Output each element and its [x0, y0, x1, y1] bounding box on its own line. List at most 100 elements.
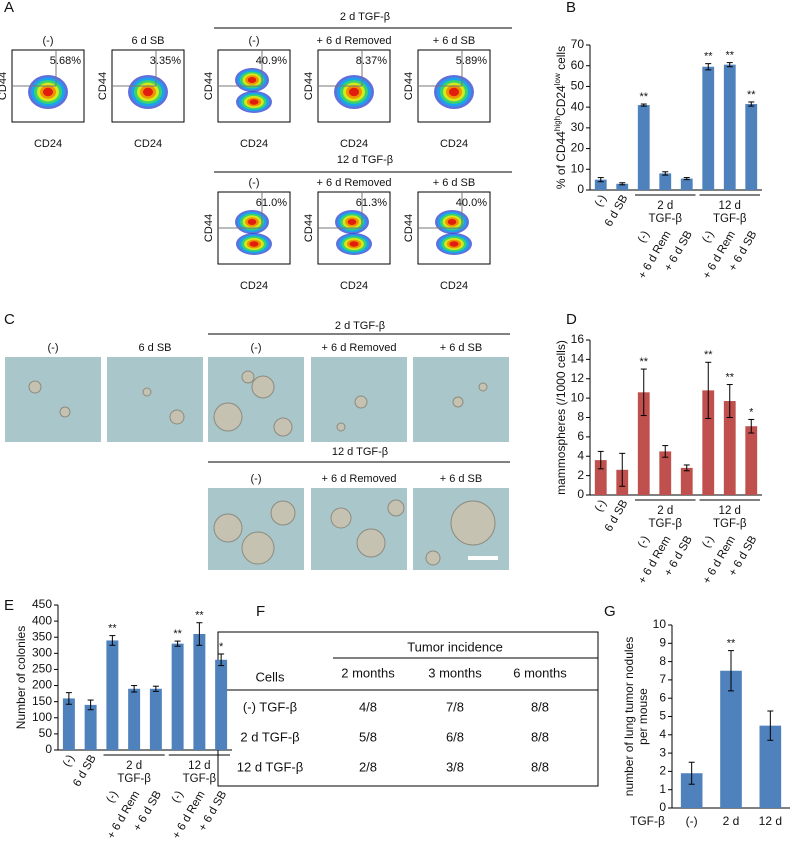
image-title: 6 d SB	[138, 342, 171, 354]
x-tick-label: (-)	[593, 193, 609, 209]
density	[449, 241, 459, 247]
micrograph	[5, 357, 101, 442]
y-tick-label: 50	[39, 726, 53, 740]
y-tick-label: 70	[571, 37, 585, 51]
group-label: TGF-β	[117, 773, 151, 785]
axis-label: CD44	[97, 72, 109, 100]
x-tick-label: 12 d	[759, 814, 782, 828]
density	[249, 241, 259, 247]
sphere	[251, 375, 275, 399]
axis-label: CD44	[203, 214, 215, 242]
sphere	[241, 531, 275, 565]
plot-title: + 6 d SB	[433, 177, 476, 189]
significance: **	[639, 91, 648, 103]
axis-label: CD24	[340, 280, 368, 292]
plot-title: (-)	[249, 35, 260, 47]
significance: **	[725, 371, 734, 383]
image-title: + 6 d SB	[440, 473, 483, 485]
y-tick-label: 20	[571, 141, 585, 155]
sphere	[213, 402, 243, 432]
gate-percent: 5.68%	[50, 55, 81, 67]
group-title: 12 d TGF-β	[332, 446, 388, 458]
table-cell: 12 d TGF-β	[237, 759, 303, 774]
axis-label: CD44	[303, 214, 315, 242]
table-cell: 6/8	[446, 729, 464, 744]
bar	[62, 698, 75, 750]
x-tick-label: (-)	[636, 229, 652, 245]
panel-letter: G	[604, 603, 616, 620]
micrograph	[107, 357, 203, 442]
y-tick-label: 2	[577, 468, 584, 482]
significance: *	[749, 406, 754, 418]
sphere	[478, 382, 488, 392]
table-cell: (-) TGF-β	[243, 699, 297, 714]
y-tick-label: 2	[659, 764, 666, 778]
significance: **	[639, 356, 648, 368]
bar	[594, 460, 607, 495]
y-tick-label: 5	[659, 709, 666, 723]
significance: **	[727, 638, 736, 650]
group-label: TGF-β	[713, 213, 747, 225]
sphere	[450, 500, 496, 546]
image-title: (-)	[251, 342, 262, 354]
density	[349, 87, 359, 97]
group-title: 2 d TGF-β	[340, 11, 390, 23]
bar	[149, 688, 162, 750]
density	[249, 99, 259, 105]
x-tick-label: (-)	[686, 814, 698, 828]
y-axis-label: % of CD44highCD24low cells	[553, 46, 569, 189]
gate-percent: 40.9%	[256, 55, 287, 67]
bar	[680, 467, 693, 495]
y-tick-label: 7	[659, 672, 666, 686]
bar	[84, 704, 97, 750]
axis-label: CD24	[440, 138, 468, 150]
y-tick-label: 6	[577, 429, 584, 443]
bar	[720, 670, 742, 808]
table-cell: 8/8	[531, 699, 549, 714]
x-tick-label: (-)	[700, 229, 716, 245]
bar	[723, 64, 736, 190]
x-tick-label: (-)	[636, 534, 652, 550]
x-axis-label: TGF-β	[630, 814, 665, 828]
x-tick-label: (-)	[170, 789, 186, 805]
y-tick-label: 3	[659, 745, 666, 759]
group-label: 2 d	[657, 505, 673, 517]
density	[349, 241, 359, 247]
significance: **	[704, 51, 713, 63]
y-tick-label: 10	[653, 617, 667, 631]
sphere	[452, 396, 464, 408]
y-tick-label: 10	[571, 390, 585, 404]
group-label: 2 d	[657, 200, 673, 212]
bar	[215, 659, 228, 750]
y-tick-label: 4	[577, 448, 584, 462]
image-title: + 6 d Removed	[322, 473, 397, 485]
density	[449, 87, 459, 97]
group-label: TGF-β	[649, 213, 683, 225]
x-tick-label: (-)	[593, 498, 609, 514]
image-title: + 6 d SB	[440, 342, 483, 354]
sphere	[356, 528, 386, 558]
axis-label: CD44	[303, 72, 315, 100]
bar	[745, 426, 758, 495]
bar	[637, 105, 650, 190]
sphere	[270, 500, 296, 526]
gate-percent: 40.0%	[456, 197, 487, 209]
sphere	[28, 380, 42, 394]
image-title: (-)	[48, 342, 59, 354]
y-tick-label: 16	[571, 332, 585, 346]
significance: **	[747, 89, 756, 101]
y-tick-label: 250	[32, 662, 52, 676]
y-axis-label-part: low	[553, 73, 562, 85]
bar	[594, 179, 607, 190]
panel-letter: A	[4, 0, 14, 16]
table-cell: 5/8	[359, 729, 377, 744]
table-header: Cells	[256, 669, 285, 684]
group-title: 2 d TGF-β	[335, 320, 385, 332]
x-tick-label: (-)	[700, 534, 716, 550]
y-tick-label: 14	[571, 352, 585, 366]
panel-letter: E	[4, 597, 14, 614]
plot-title: 6 d SB	[131, 35, 164, 47]
group-label: TGF-β	[183, 773, 217, 785]
y-tick-label: 12	[571, 371, 585, 385]
sphere	[241, 370, 255, 384]
